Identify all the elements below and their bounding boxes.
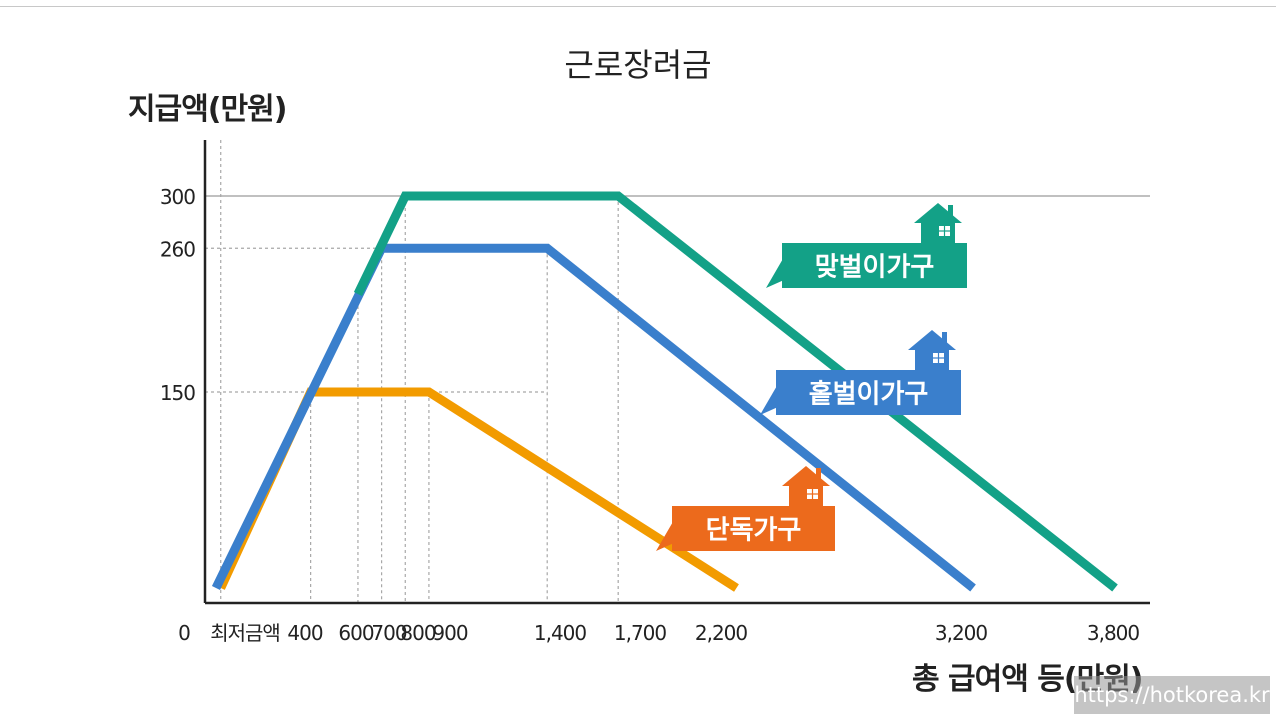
series-tag-single: 단독가구: [656, 466, 835, 551]
house-roof: [782, 466, 830, 486]
chart-title: 근로장려금: [564, 46, 712, 84]
tag-pointer: [656, 520, 674, 551]
house-icon: [908, 330, 956, 370]
x-tick-label: 1,400: [534, 621, 587, 645]
x-tick-label: 600: [338, 621, 373, 645]
series-lines: [211, 191, 1118, 592]
y-tick-label: 260: [160, 237, 195, 261]
x-tick-label: 2,200: [695, 621, 748, 645]
tag-box: [782, 243, 967, 288]
y-tick-label: 300: [160, 185, 195, 209]
x-tick-label: 최저금액: [210, 621, 280, 645]
y-tick-label: 150: [160, 381, 195, 405]
y-axis-label: 지급액(만원): [128, 92, 287, 127]
house-chimney: [948, 205, 953, 217]
top-divider: [0, 6, 1276, 7]
house-roof: [914, 203, 962, 223]
watermark: https://hotkorea.kr: [1074, 676, 1270, 714]
x-tick-label: 400: [287, 621, 322, 645]
x-tick-label: 3,800: [1087, 621, 1140, 645]
series-name: 홑벌이가구: [809, 380, 929, 410]
x-tick-label: 800: [400, 621, 435, 645]
house-chimney: [816, 468, 821, 480]
series-tags: 단독가구 홑벌이가구 맞벌이가구: [656, 203, 967, 551]
x-tick-label: 1,700: [614, 621, 667, 645]
series-tag-single-earner: 홑벌이가구: [760, 330, 961, 415]
house-icon: [914, 203, 962, 243]
series-tag-dual-earner: 맞벌이가구: [766, 203, 967, 288]
series-name: 단독가구: [706, 516, 802, 546]
tag-box: [672, 506, 835, 551]
series-line-single-earner: [211, 243, 976, 592]
house-icon: [782, 466, 830, 506]
house-roof: [908, 330, 956, 350]
x-tick-label: 900: [432, 621, 467, 645]
axes: [203, 140, 1150, 605]
house-chimney: [942, 332, 947, 344]
x-tick-label: 0: [178, 621, 190, 645]
tag-box: [776, 370, 961, 415]
x-tick-label: 3,200: [935, 621, 988, 645]
series-name: 맞벌이가구: [815, 253, 935, 283]
x-tick-label: 700: [371, 621, 406, 645]
grid-lines: [205, 140, 1150, 603]
tag-pointer: [766, 257, 784, 288]
tag-pointer: [760, 384, 778, 415]
